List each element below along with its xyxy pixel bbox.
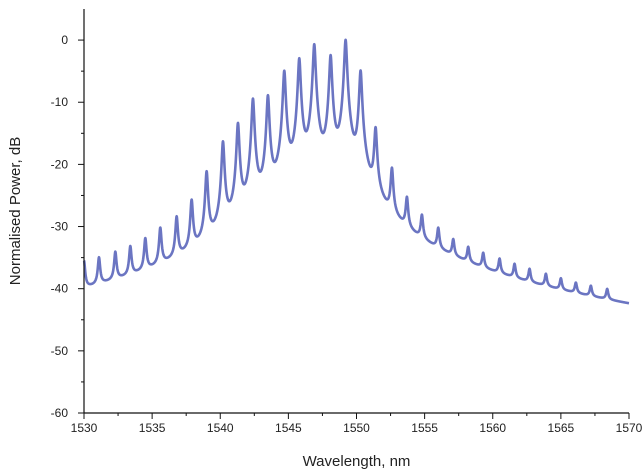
y-tick-label: -30 [51,220,69,234]
y-tick-label: -10 [51,95,69,109]
spectrum-peak-point [190,203,194,207]
spectrum-peak-point [97,268,101,272]
spectrum-peak-point [113,262,117,266]
spectrum-peak-point [544,299,548,303]
spectrum-peak-point [359,69,363,73]
x-axis-title: Wavelength, nm [303,453,411,470]
spectrum-peak-point [282,69,286,73]
x-tick-label: 1535 [139,421,166,435]
spectrum-peak-point [143,246,147,250]
spectrum-peak-point [221,141,225,145]
spectrum-peak-point [236,122,240,126]
spectrum-peak-point [312,42,316,46]
y-tick-label: -20 [51,157,69,171]
spectrum-peak-point [344,38,348,42]
y-tick-label: -60 [51,406,69,420]
x-tick-label: 1565 [548,421,575,435]
spectrum-peak-point [436,243,440,247]
spectrum-peak-point [605,318,609,322]
x-tick-label: 1530 [71,421,98,435]
spectrum-peak-point [158,234,162,238]
axes-layer: 1530 1535 1540 1545 1550 1555 1560 1565 1570 0 -10… [51,9,643,435]
spectrum-peak-point [405,206,409,210]
spectrum-peak-point [574,312,578,316]
y-tick-label: 0 [61,33,68,47]
spectrum-peak-point [513,287,517,291]
x-tick-label: 1540 [207,421,234,435]
spectrum-peak-point [466,268,470,272]
spectrum-peak-point [374,128,378,132]
spectrum-peak-point [329,54,333,58]
spectrum-peak-point [498,280,502,284]
spectrum-peak-point [559,305,563,309]
y-axis-title: Normalised Power, dB [7,137,24,285]
spectrum-peak-point [528,293,532,297]
x-tick-label: 1555 [411,421,438,435]
spectrum-peak-point [128,256,132,260]
spectrum-peak-point [297,57,301,61]
y-tick-label: -40 [51,282,69,296]
spectrum-peak-point [420,228,424,232]
x-tick-label: 1545 [275,421,302,435]
spectrum-peak-point [589,315,593,319]
x-tick-label: 1550 [343,421,370,435]
spectrum-peak-point [266,94,270,98]
spectrum-peak-point [205,172,209,176]
spectrum-peak-point [175,221,179,225]
spectrum-peak-point [390,172,394,176]
spectrum-peak-point [251,97,255,101]
spectrum-peak-point [451,259,455,263]
y-tick-label: -50 [51,344,69,358]
x-tick-label: 1570 [616,421,643,435]
x-tick-label: 1560 [479,421,506,435]
spectrum-series-line [82,38,631,305]
spectrum-peak-point [481,274,485,278]
series-layer [82,38,631,322]
